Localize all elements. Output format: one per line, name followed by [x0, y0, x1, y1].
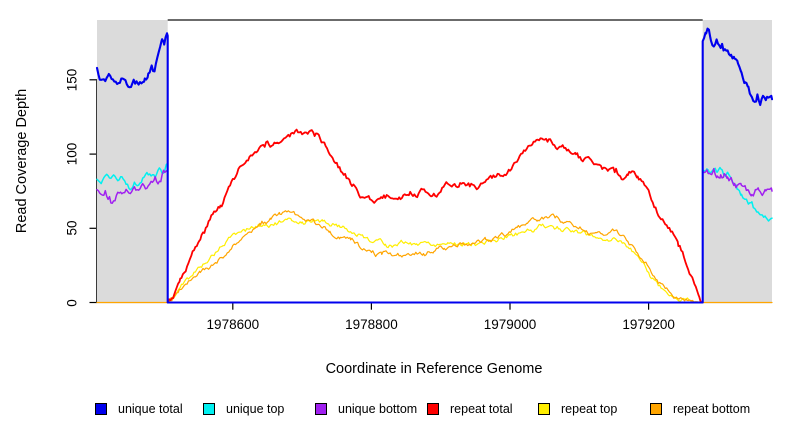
legend-label: unique total: [118, 402, 183, 416]
legend-label: unique top: [226, 402, 285, 416]
y-axis-title: Read Coverage Depth: [14, 88, 30, 234]
legend-swatch-icon: [315, 403, 327, 415]
legend-label: repeat top: [561, 402, 618, 416]
legend-label: repeat bottom: [673, 402, 751, 416]
series-repeat_total: [166, 128, 704, 304]
y-tick-label: 100: [64, 142, 80, 166]
legend-item: repeat top: [538, 402, 617, 416]
x-tick-label: 1979200: [622, 317, 675, 332]
series-repeat_bottom: [96, 210, 773, 304]
y-tick-label: 50: [64, 220, 80, 236]
legend-swatch-icon: [538, 403, 550, 415]
legend-label: repeat total: [450, 402, 513, 416]
legend-item: unique top: [203, 402, 284, 416]
legend-item: repeat bottom: [650, 402, 750, 416]
legend-item: unique bottom: [315, 402, 417, 416]
series-unique_bottom: [96, 167, 773, 205]
legend-swatch-icon: [203, 403, 215, 415]
legend-label: unique bottom: [338, 402, 418, 416]
series-unique_total: [95, 27, 774, 304]
series-repeat_top: [167, 217, 704, 304]
x-axis-title: Coordinate in Reference Genome: [325, 361, 543, 377]
legend-item: unique total: [95, 402, 183, 416]
legend-item: repeat total: [427, 402, 513, 416]
x-tick-label: 1979000: [483, 317, 537, 332]
series-unique_top: [96, 162, 773, 222]
y-tick-label: 150: [64, 68, 80, 92]
x-tick-label: 1978800: [345, 317, 398, 332]
legend-swatch-icon: [95, 403, 107, 415]
legend-swatch-icon: [427, 403, 439, 415]
y-tick-label: 0: [64, 298, 80, 307]
x-tick-label: 1978600: [206, 317, 260, 332]
shaded-region: [702, 20, 772, 304]
legend-swatch-icon: [650, 403, 662, 415]
